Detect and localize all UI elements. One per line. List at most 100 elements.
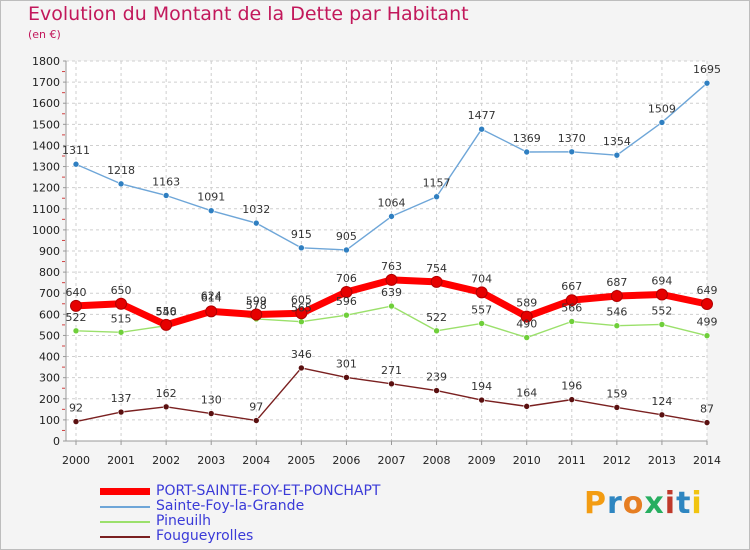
- series-fougueyrolles-point: [207, 410, 215, 417]
- series-sainte-foy-la-grande-data-label: 915: [291, 228, 312, 241]
- axes: 0 100 200 300 400 500 600 700 800 900 1000 1100 1200…: [32, 55, 721, 467]
- series-sainte-foy-la-grande-data-label: 1477: [468, 109, 496, 122]
- series-fougueyrolles-data-label: 137: [111, 392, 132, 405]
- y-tick-label: 1000: [32, 224, 60, 237]
- y-tick-label: 0: [53, 435, 60, 448]
- series-pineuilh-point: [117, 328, 125, 336]
- series-port-sainte-foy-et-ponchapt-data-label: 589: [516, 297, 537, 310]
- logo-letter: x: [644, 486, 665, 521]
- series-fougueyrolles-data-label: 97: [249, 401, 263, 414]
- legend-label: Fougueyrolles: [156, 528, 254, 544]
- series-port-sainte-foy-et-ponchapt-point: [295, 307, 308, 320]
- series-sainte-foy-la-grande-data-label: 905: [336, 230, 357, 243]
- series-sainte-foy-la-grande-data-label: 1354: [603, 135, 631, 148]
- series: [70, 79, 713, 426]
- series-pineuilh-point: [72, 327, 80, 335]
- x-tick-label: 2010: [513, 454, 541, 467]
- y-tick-label: 300: [39, 372, 60, 385]
- x-tick-label: 2012: [603, 454, 631, 467]
- series-fougueyrolles-point: [388, 380, 395, 388]
- series-sainte-foy-la-grande-point: [568, 148, 576, 156]
- y-tick-label: 1500: [32, 118, 60, 131]
- series-port-sainte-foy-et-ponchapt-point: [610, 289, 623, 302]
- series-pineuilh-data-label: 499: [697, 316, 718, 329]
- legend-swatch: [100, 521, 150, 523]
- series-pineuilh-data-label: 522: [66, 311, 87, 324]
- series-fougueyrolles-data-label: 92: [69, 402, 83, 415]
- legend-swatch: [100, 536, 150, 538]
- series-port-sainte-foy-et-ponchapt-point: [70, 299, 82, 312]
- legend-swatch: [100, 488, 150, 495]
- x-tick-label: 2002: [152, 454, 180, 467]
- logo-letter: i: [664, 486, 677, 521]
- series-fougueyrolles-data-label: 162: [156, 387, 177, 400]
- grid: [66, 60, 708, 442]
- y-tick-label: 1600: [32, 97, 60, 110]
- series-fougueyrolles-point: [162, 403, 170, 411]
- series-fougueyrolles-point: [613, 404, 621, 411]
- series-sainte-foy-la-grande-data-label: 1311: [62, 144, 90, 157]
- series-sainte-foy-la-grande-point: [613, 151, 621, 159]
- y-tick-label: 800: [39, 266, 60, 279]
- series-port-sainte-foy-et-ponchapt-point: [205, 305, 218, 318]
- legend-label: Sainte-Foy-la-Grande: [156, 498, 305, 514]
- series-pineuilh-point: [523, 334, 531, 341]
- series-port-sainte-foy-et-ponchapt-data-label: 667: [561, 280, 582, 293]
- series-pineuilh-data-label: 490: [516, 318, 537, 331]
- series-pineuilh-point: [343, 311, 350, 319]
- series-pineuilh-data-label: 566: [561, 302, 582, 315]
- logo-letter: r: [607, 486, 623, 521]
- proxiti-logo: Proxiti: [584, 486, 703, 521]
- logo-letter: P: [584, 486, 607, 521]
- y-tick-label: 900: [39, 245, 60, 258]
- series-sainte-foy-la-grande-point: [162, 192, 170, 199]
- series-port-sainte-foy-et-ponchapt-data-label: 614: [201, 291, 222, 304]
- series-fougueyrolles-point: [703, 419, 711, 426]
- series-fougueyrolles-point: [117, 408, 125, 416]
- y-tick-label: 1300: [32, 161, 60, 174]
- unit-label: (en €): [28, 28, 61, 41]
- series-port-sainte-foy-et-ponchapt-point: [430, 275, 443, 288]
- series-fougueyrolles-data-label: 301: [336, 357, 357, 370]
- x-tick-label: 2014: [693, 454, 721, 467]
- legend-item: Sainte-Foy-la-Grande: [100, 498, 430, 514]
- legend: PORT-SAINTE-FOY-ET-PONCHAPT Sainte-Foy-la…: [100, 483, 430, 544]
- series-port-sainte-foy-et-ponchapt: [70, 273, 713, 331]
- series-pineuilh-point: [568, 318, 576, 325]
- series-port-sainte-foy-et-ponchapt-point: [520, 310, 533, 323]
- logo-letter: o: [622, 486, 645, 521]
- series-port-sainte-foy-et-ponchapt-data-label: 754: [426, 262, 447, 275]
- series-sainte-foy-la-grande-data-label: 1064: [378, 196, 406, 209]
- series-sainte-foy-la-grande-point: [703, 79, 711, 87]
- series-sainte-foy-la-grande-data-label: 1509: [648, 102, 676, 115]
- x-tick-label: 2011: [558, 454, 586, 467]
- series-fougueyrolles-point: [568, 396, 576, 403]
- series-sainte-foy-la-grande-data-label: 1032: [242, 203, 270, 216]
- chart-title: Evolution du Montant de la Dette par Hab…: [28, 3, 469, 25]
- series-port-sainte-foy-et-ponchapt-data-label: 694: [651, 274, 672, 287]
- x-tick-label: 2009: [468, 454, 496, 467]
- series-pineuilh-data-label: 565: [291, 302, 312, 315]
- series-sainte-foy-la-grande-point: [388, 213, 395, 220]
- legend-item: Pineuilh: [100, 513, 430, 529]
- logo-letter: t: [676, 486, 692, 521]
- series-pineuilh-data-label: 578: [246, 299, 267, 312]
- series-pineuilh-point: [613, 322, 621, 330]
- x-tick-label: 2013: [648, 454, 676, 467]
- series-sainte-foy-la-grande: [72, 79, 711, 254]
- series-fougueyrolles-data-label: 194: [471, 380, 492, 393]
- series-pineuilh-data-label: 546: [156, 306, 177, 319]
- legend-item: PORT-SAINTE-FOY-ET-PONCHAPT: [100, 483, 430, 499]
- series-pineuilh-data-label: 639: [381, 286, 402, 299]
- series-port-sainte-foy-et-ponchapt-data-label: 649: [697, 284, 718, 297]
- series-fougueyrolles-data-label: 196: [561, 380, 582, 393]
- series-sainte-foy-la-grande-point: [658, 119, 666, 126]
- y-tick-label: 1700: [32, 76, 60, 89]
- series-port-sainte-foy-et-ponchapt-point: [701, 297, 713, 310]
- series-port-sainte-foy-et-ponchapt-point: [565, 294, 578, 307]
- y-tick-label: 700: [39, 287, 60, 300]
- series-fougueyrolles-point: [523, 403, 531, 410]
- series-sainte-foy-la-grande-data-label: 1695: [693, 63, 721, 76]
- series-port-sainte-foy-et-ponchapt-point: [475, 286, 488, 299]
- y-tick-label: 1400: [32, 139, 60, 152]
